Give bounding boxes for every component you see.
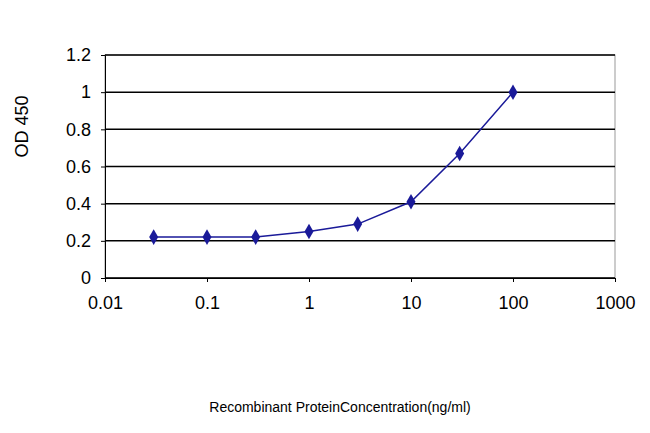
y-tick: 0.2 (66, 231, 105, 251)
y-tick-label: 1 (81, 82, 91, 102)
x-tick-label: 10 (401, 293, 421, 313)
data-layer (149, 84, 517, 245)
grid (105, 55, 615, 278)
x-axis: 0.01 0.1 1 10 100 1000 (88, 278, 636, 313)
x-tick-mark (411, 278, 412, 282)
y-axis-line (101, 56, 106, 279)
x-tick: 1000 (595, 278, 635, 313)
x-axis-title: Recombinant ProteinConcentration(ng/ml) (209, 399, 470, 415)
y-tick-label: 1.2 (66, 45, 91, 65)
data-point (509, 84, 518, 100)
x-tick: 0.01 (88, 278, 123, 313)
y-tick: 0.4 (66, 194, 105, 214)
x-tick-label: 1000 (595, 293, 635, 313)
x-tick: 0.1 (195, 278, 220, 313)
grid-line (105, 129, 615, 131)
data-point (305, 224, 314, 240)
data-point (455, 146, 464, 162)
y-tick-mark (101, 204, 105, 205)
data-line (154, 92, 513, 237)
x-tick: 1 (304, 278, 314, 313)
plot-frame (105, 55, 615, 278)
x-tick: 10 (401, 278, 421, 313)
y-tick: 0 (81, 268, 105, 288)
y-tick-mark (101, 278, 105, 279)
data-point (149, 229, 158, 245)
grid-line (105, 203, 615, 205)
x-tick-mark (309, 278, 310, 282)
y-tick-mark (101, 167, 105, 168)
y-tick: 1 (81, 82, 105, 102)
y-axis-title: OD 450 (12, 95, 32, 157)
chart-container: 0.01 0.1 1 10 100 1000 0 0.2 0.4 0.6 0.8 1 1.2 Recomb… (0, 0, 650, 433)
grid-line (105, 54, 615, 56)
y-tick-label: 0.4 (66, 194, 91, 214)
x-tick-mark (513, 278, 514, 282)
y-tick-label: 0 (81, 268, 91, 288)
grid-line (105, 91, 615, 93)
plot: 0.01 0.1 1 10 100 1000 0 0.2 0.4 0.6 0.8 1 1.2 (66, 45, 636, 313)
data-point (353, 216, 362, 232)
grid-line (105, 240, 615, 242)
y-axis: 0 0.2 0.4 0.6 0.8 1 1.2 (66, 45, 106, 288)
y-tick-label: 0.6 (66, 157, 91, 177)
x-tick: 100 (498, 278, 528, 313)
x-axis-line (106, 279, 616, 283)
y-tick-label: 0.2 (66, 231, 91, 251)
chart-svg: 0.01 0.1 1 10 100 1000 0 0.2 0.4 0.6 0.8 1 1.2 Recomb… (0, 0, 650, 433)
grid-line (105, 166, 615, 168)
y-tick-mark (101, 55, 105, 56)
x-tick-label: 100 (498, 293, 528, 313)
y-tick-mark (101, 129, 105, 130)
x-tick-mark (207, 278, 208, 282)
x-tick-label: 0.1 (195, 293, 220, 313)
y-tick-mark (101, 92, 105, 93)
data-point (251, 229, 260, 245)
x-tick-mark (615, 278, 616, 282)
y-tick-mark (101, 241, 105, 242)
data-point (203, 229, 212, 245)
y-tick-label: 0.8 (66, 120, 91, 140)
y-tick: 0.8 (66, 120, 105, 140)
data-point (407, 194, 416, 210)
x-tick-label: 1 (304, 293, 314, 313)
y-tick: 1.2 (66, 45, 105, 65)
y-tick: 0.6 (66, 157, 105, 177)
x-tick-label: 0.01 (88, 293, 123, 313)
